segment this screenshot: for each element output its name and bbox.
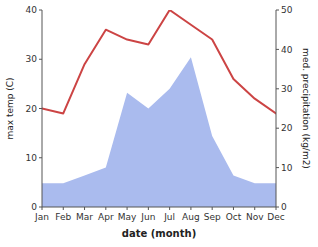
x-tick xyxy=(254,207,255,210)
x-tick xyxy=(84,207,85,210)
y2-tick xyxy=(276,167,279,168)
x-tick xyxy=(169,207,170,210)
y-tick xyxy=(39,108,42,109)
x-tick xyxy=(148,207,149,210)
y2-tick-label: 10 xyxy=(281,163,293,173)
x-tick-label: Oct xyxy=(226,212,242,222)
y2-tick-label: 20 xyxy=(281,123,293,133)
y-tick-label: 40 xyxy=(26,5,38,15)
y-tick xyxy=(39,10,42,11)
y-tick-label: 0 xyxy=(31,202,37,212)
x-tick-label: May xyxy=(118,212,137,222)
plot-area xyxy=(42,10,276,207)
y2-tick-label: 50 xyxy=(281,5,293,15)
x-tick-label: Aug xyxy=(182,212,200,222)
x-axis-label: date (month) xyxy=(122,228,196,239)
y-tick xyxy=(39,207,42,208)
x-tick xyxy=(190,207,191,210)
x-tick-label: Sep xyxy=(204,212,221,222)
x-tick-label: Jul xyxy=(163,212,175,222)
x-tick xyxy=(127,207,128,210)
y2-tick-label: 30 xyxy=(281,84,293,94)
y2-tick xyxy=(276,128,279,129)
chart: JanFebMarAprMayJunJulAugSepOctNovDec0102… xyxy=(0,0,318,247)
y2-axis-label: med. precipitation (kg/m2) xyxy=(301,48,311,169)
y-tick xyxy=(39,157,42,158)
y2-tick-label: 40 xyxy=(281,45,293,55)
y2-tick-label: 0 xyxy=(281,202,287,212)
x-tick-label: Nov xyxy=(246,212,264,222)
y-axis-label: max temp (C) xyxy=(5,77,15,139)
y-tick-label: 20 xyxy=(26,104,38,114)
x-tick-label: Feb xyxy=(55,212,71,222)
x-tick-label: Jun xyxy=(140,212,155,222)
y2-tick xyxy=(276,88,279,89)
line xyxy=(42,10,276,113)
x-tick-label: Jan xyxy=(34,212,49,222)
x-tick xyxy=(233,207,234,210)
y2-tick xyxy=(276,10,279,11)
x-tick-label: Dec xyxy=(267,212,284,222)
y-tick-label: 10 xyxy=(26,153,38,163)
y2-tick xyxy=(276,207,279,208)
y2-tick xyxy=(276,49,279,50)
y-tick-label: 30 xyxy=(26,54,38,64)
y2-axis-line xyxy=(276,10,277,207)
x-axis-line xyxy=(42,207,276,208)
x-tick-label: Apr xyxy=(98,212,114,222)
x-tick-label: Mar xyxy=(76,212,93,222)
x-tick xyxy=(105,207,106,210)
x-tick xyxy=(63,207,64,210)
x-tick xyxy=(212,207,213,210)
chart-container: JanFebMarAprMayJunJulAugSepOctNovDec0102… xyxy=(0,0,318,247)
y-tick xyxy=(39,59,42,60)
